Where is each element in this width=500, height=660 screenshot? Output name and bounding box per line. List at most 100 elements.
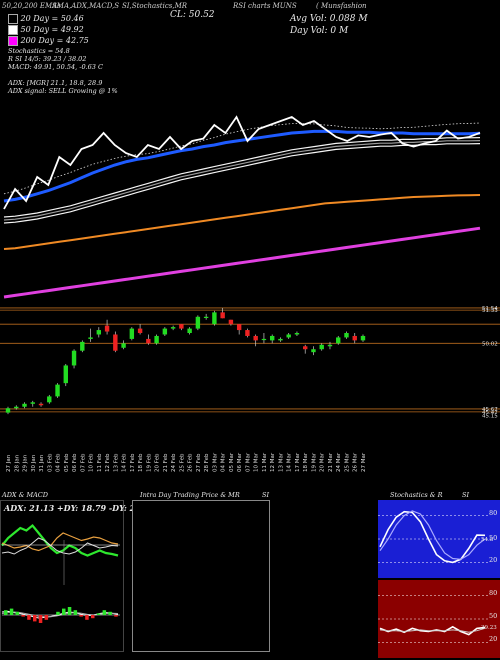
date-tick-label: 04 Feb xyxy=(56,453,62,472)
intraday-si-label: SI xyxy=(262,491,270,499)
date-tick-label: 19 Mar xyxy=(311,452,317,472)
ema50-line-2 xyxy=(3,143,481,224)
price-tick-label: 45.15 xyxy=(482,414,498,420)
header-tab-company[interactable]: ( Munsfashion xyxy=(316,2,367,10)
candle-body xyxy=(336,337,341,344)
legend-swatch-ema20 xyxy=(8,14,18,24)
stoch-panel-title: Stochastics & R xyxy=(390,491,443,499)
candle-body xyxy=(195,316,201,329)
price-tick-label: 50.02 xyxy=(482,341,498,347)
candle-body xyxy=(187,328,192,334)
macd-histogram-bar xyxy=(27,615,31,620)
date-tick-label: 24 Feb xyxy=(171,453,177,472)
stoch-tick-80: 80 xyxy=(489,509,498,517)
macd-histogram-bar xyxy=(91,615,95,619)
adx-values-label: ADX: 21.13 +DY: 18.79 -DY: 28.8 xyxy=(4,503,150,513)
legend-ema50-label: 50 Day = 49.92 xyxy=(20,25,84,34)
candle-body xyxy=(55,384,60,397)
date-tick-label: 07 Feb xyxy=(80,453,86,472)
date-tick-label: 29 Jan xyxy=(23,454,29,472)
candle-body xyxy=(220,312,225,319)
candle-body xyxy=(352,335,357,341)
date-tick-label: 10 Mar xyxy=(254,452,260,472)
candle-body xyxy=(179,324,184,329)
adx-minus-di-line xyxy=(1,532,119,552)
candle-body xyxy=(319,344,324,350)
date-tick-label: 17 Mar xyxy=(295,452,301,472)
stoch-k-line xyxy=(379,510,486,564)
macd-histogram-bar xyxy=(56,611,60,615)
rsi-current-value: 39.23 xyxy=(481,625,497,631)
day-volume: Day Vol: 0 M xyxy=(290,26,349,36)
date-tick-label: 12 Feb xyxy=(105,453,111,472)
price-tick-label: 45.67 xyxy=(482,407,498,413)
date-tick-label: 05 Mar xyxy=(229,452,235,472)
stoch-tick-20: 20 xyxy=(489,556,498,564)
date-tick-label: 21 Feb xyxy=(163,453,169,472)
date-tick-label: 18 Mar xyxy=(303,452,309,472)
date-tick-label: 06 Feb xyxy=(72,453,78,472)
candle-body xyxy=(278,338,283,341)
candle-body xyxy=(360,335,366,341)
adx-line xyxy=(1,537,119,555)
date-tick-label: 25 Feb xyxy=(179,453,185,472)
candle-body xyxy=(327,344,333,347)
candle-body xyxy=(146,338,151,344)
ema50-line-0 xyxy=(3,137,481,218)
candle-body xyxy=(162,328,168,335)
date-tick-label: 03 Mar xyxy=(212,452,218,472)
ema20-line xyxy=(3,129,481,203)
date-tick-label: 19 Feb xyxy=(146,453,152,472)
candle-body xyxy=(253,335,258,341)
stoch-si-label: SI xyxy=(462,491,470,499)
price-tick-label: 45.47 xyxy=(482,410,498,416)
intraday-panel xyxy=(132,500,270,652)
candle-body xyxy=(236,324,242,331)
header-tab-emas[interactable]: 50,20,200 EMAs xyxy=(2,2,61,10)
date-tick-label: 30 Jan xyxy=(31,454,37,472)
intraday-panel-title: Intra Day Trading Price & MR xyxy=(140,491,240,499)
avg-volume: Avg Vol: 0.088 M xyxy=(290,14,368,24)
date-tick-label: 27 Jan xyxy=(6,454,12,472)
legend-stochastics: Stochastics = 54.8 xyxy=(8,47,70,55)
rsi-tick-80: 80 xyxy=(489,589,498,597)
macd-histogram-bar xyxy=(38,615,43,623)
candle-body xyxy=(303,346,308,350)
candle-body xyxy=(121,343,126,348)
date-tick-label: 11 Mar xyxy=(262,452,268,472)
candle-body xyxy=(30,402,35,404)
date-tick-label: 13 Feb xyxy=(113,453,119,472)
date-tick-label: 12 Mar xyxy=(270,452,276,472)
rsi-tick-50: 50 xyxy=(489,612,498,620)
header-tab-sma[interactable]: SMA,ADX,MACD,S xyxy=(52,2,120,10)
header-tab-stochastics[interactable]: SI,Stochastics,MR xyxy=(122,2,188,10)
candle-body xyxy=(294,333,300,335)
adx-panel-title: ADX & MACD xyxy=(2,491,48,499)
candle-body xyxy=(80,341,85,351)
date-tick-label: 20 Mar xyxy=(320,452,326,472)
macd-histogram-bar xyxy=(79,615,83,617)
legend-swatch-ema50 xyxy=(8,25,18,35)
candle-body xyxy=(311,349,316,353)
date-tick-label: 21 Mar xyxy=(328,452,334,472)
macd-histogram-bar xyxy=(9,608,14,615)
candle-body xyxy=(113,334,118,351)
rsi-tick-20: 20 xyxy=(489,635,498,643)
date-tick-label: 07 Mar xyxy=(245,452,251,472)
stoch-tick-50: 50 xyxy=(489,534,498,542)
macd-histogram-bar xyxy=(85,615,89,620)
header-tab-rsi[interactable]: RSI charts MUNS xyxy=(233,2,297,10)
close-price: CL: 50.52 xyxy=(170,10,215,20)
candle-body xyxy=(47,396,52,403)
macd-histogram-bar xyxy=(73,610,78,615)
candle-body xyxy=(5,408,11,413)
date-tick-label: 31 Jan xyxy=(39,454,45,472)
candle-body xyxy=(170,327,176,329)
candle-body xyxy=(261,338,267,341)
date-tick-label: 06 Mar xyxy=(237,452,243,472)
candle-body xyxy=(203,316,209,318)
date-tick-label: 03 Feb xyxy=(47,453,53,472)
date-tick-label: 24 Mar xyxy=(336,452,342,472)
candle-body xyxy=(245,330,250,336)
